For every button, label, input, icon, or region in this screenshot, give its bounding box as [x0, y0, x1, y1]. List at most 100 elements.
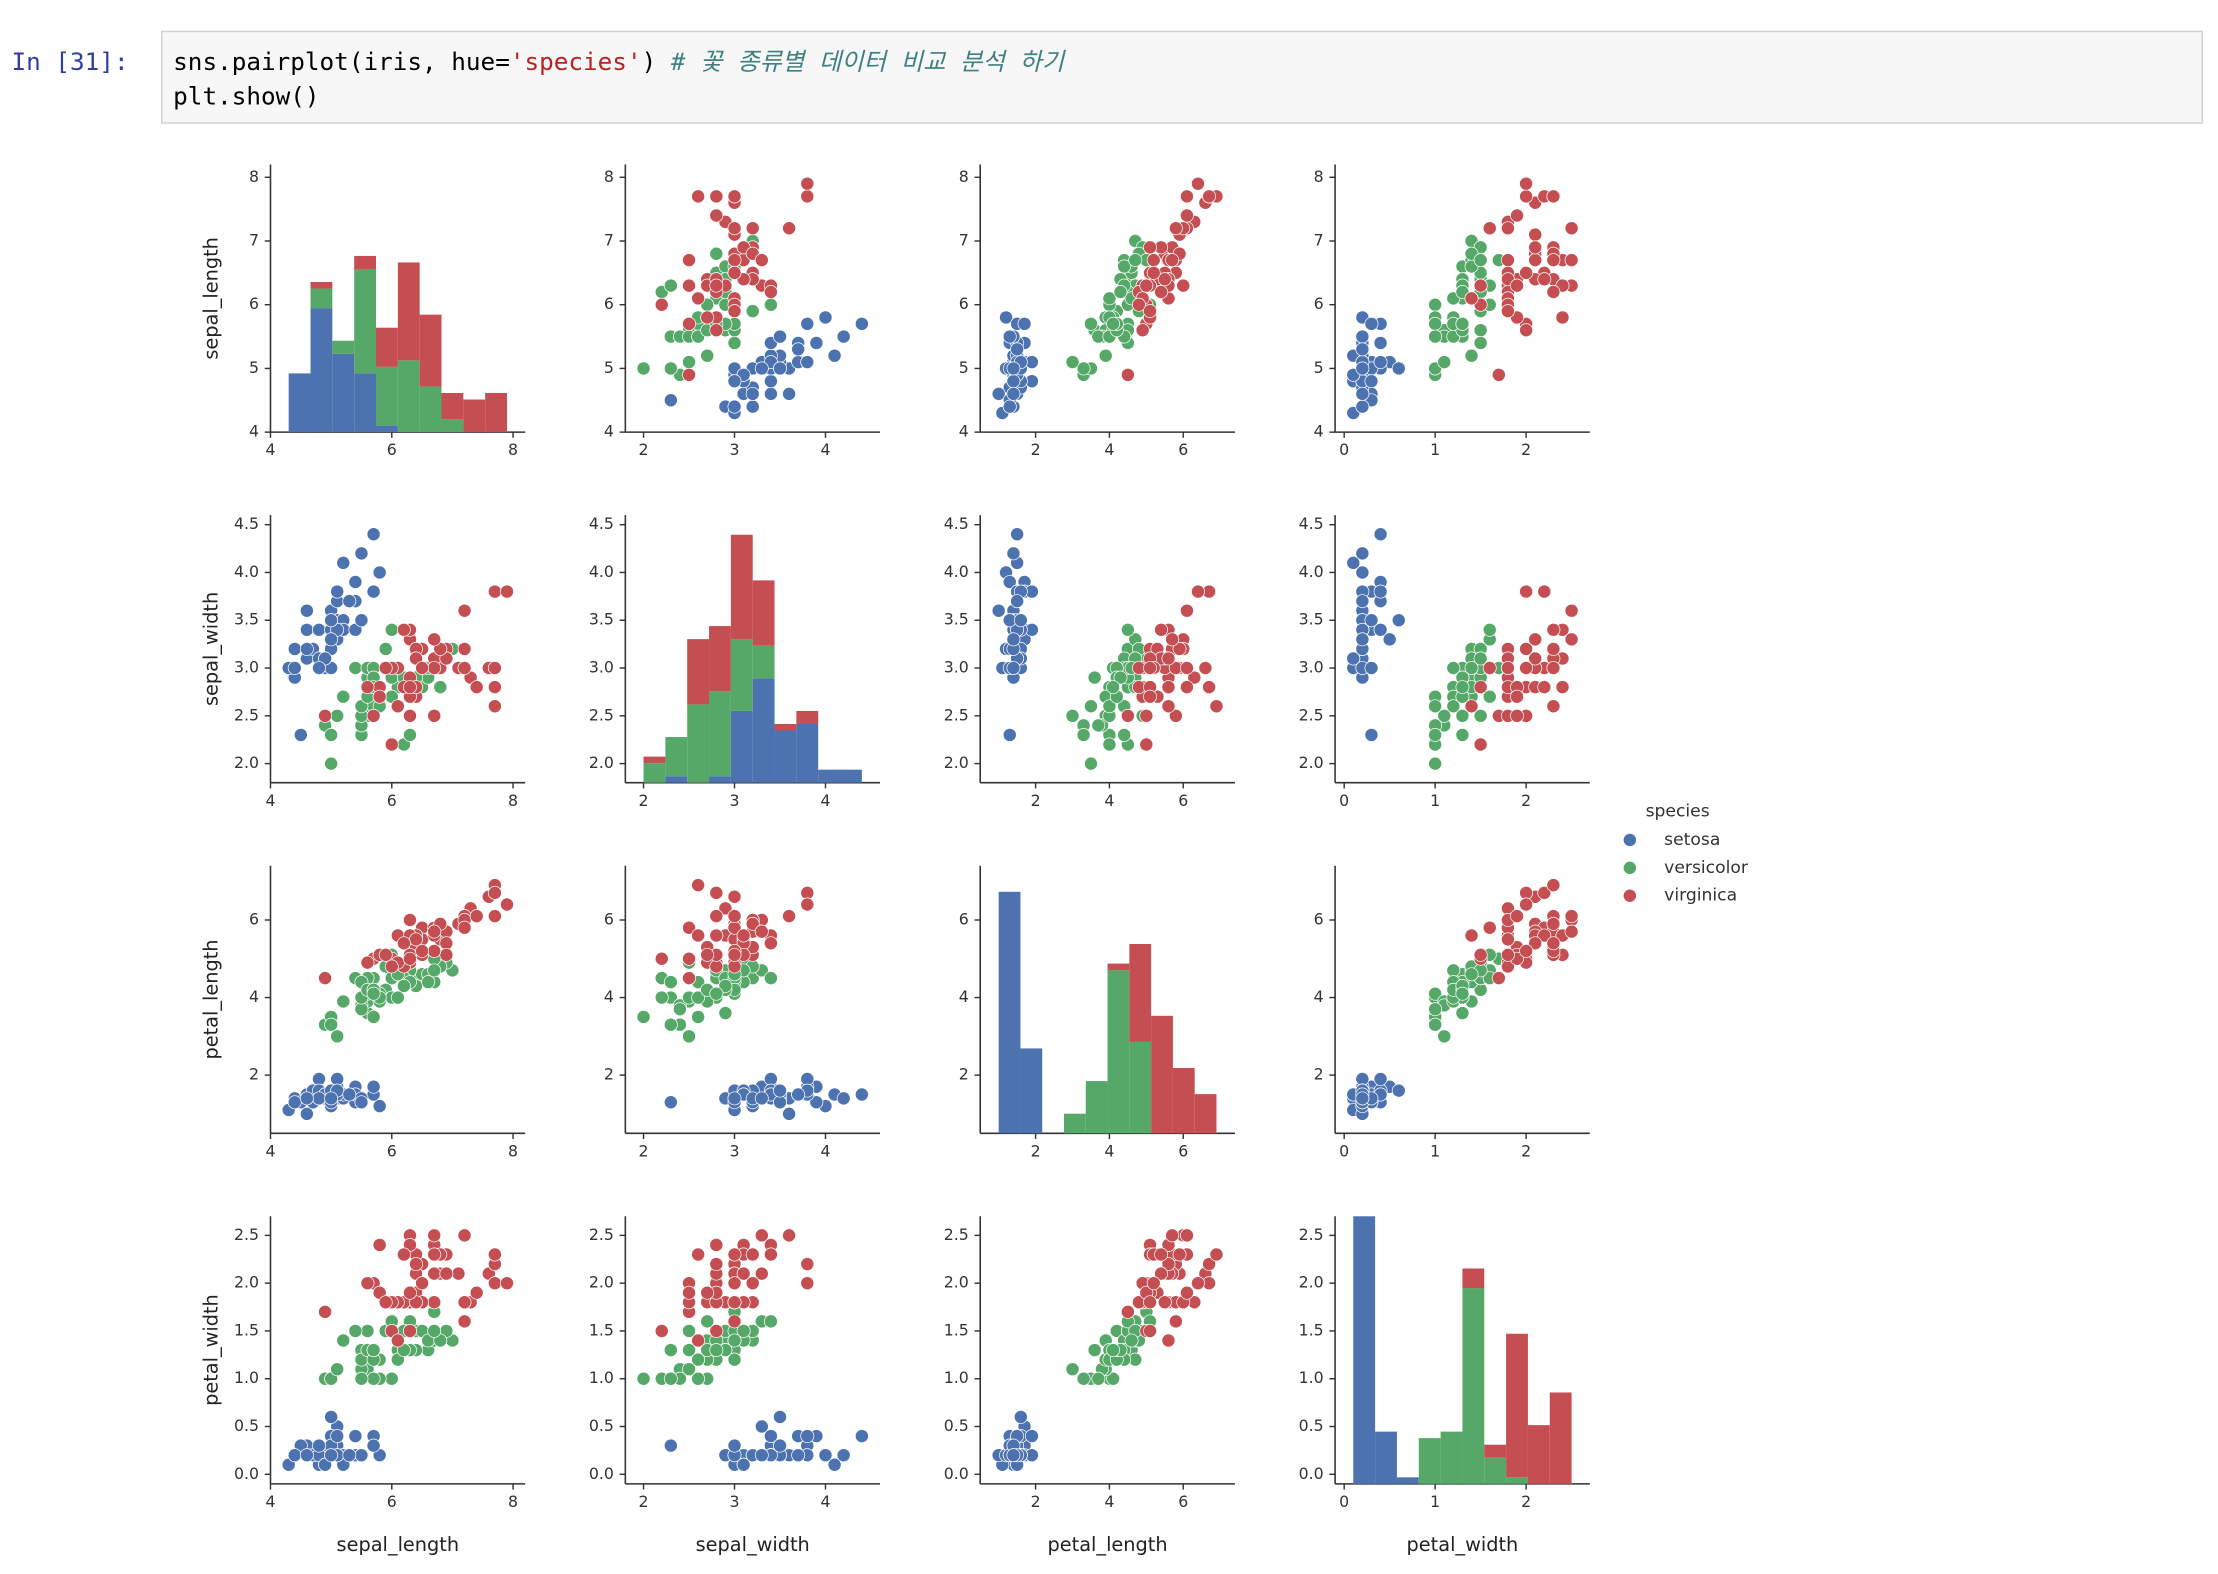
scatter-point	[709, 189, 724, 204]
scatter-point	[409, 932, 423, 947]
scatter-point	[1519, 323, 1534, 338]
scatter-point	[1346, 651, 1361, 666]
scatter-point	[1482, 920, 1497, 935]
scatter-point	[727, 1276, 742, 1291]
scatter-point	[403, 1324, 417, 1338]
scatter-point	[763, 936, 778, 951]
scatter-point	[1165, 1228, 1180, 1243]
scatter-point	[718, 901, 733, 916]
scatter-point	[1076, 361, 1091, 376]
histogram-bar	[1375, 1431, 1397, 1484]
scatter-point	[663, 1017, 678, 1032]
scatter-point	[1455, 1006, 1470, 1021]
scatter-point	[348, 575, 363, 589]
scatter-point	[1024, 1429, 1039, 1444]
scatter-point	[1473, 708, 1488, 723]
y-tick-label: 3.5	[589, 610, 614, 629]
y-tick-label: 2.5	[589, 705, 614, 724]
scatter-point	[1157, 1295, 1172, 1310]
y-tick-label: 4.5	[589, 514, 614, 533]
histogram-bar	[1064, 1113, 1086, 1134]
histogram-bar	[354, 268, 377, 374]
scatter-point	[1564, 221, 1579, 236]
scatter-point	[1191, 176, 1205, 191]
y-tick-label: 1.0	[1299, 1368, 1324, 1387]
scatter-point	[727, 1314, 742, 1329]
scatter-point	[439, 936, 454, 951]
scatter-point	[366, 584, 381, 599]
scatter-point	[396, 978, 411, 993]
scatter-point	[324, 1448, 339, 1463]
scatter-point	[487, 885, 502, 900]
scatter-point	[636, 1371, 651, 1386]
histogram-bar	[730, 534, 753, 640]
scatter-point	[709, 1324, 724, 1338]
scatter-point	[763, 1314, 778, 1329]
scatter-point	[672, 1002, 687, 1017]
scatter-point	[1065, 708, 1080, 723]
scatter-point	[763, 386, 778, 401]
scatter-point	[299, 603, 314, 618]
scatter-point	[1546, 285, 1561, 299]
histogram-bar	[376, 327, 398, 367]
y-tick-label: 4	[604, 422, 614, 441]
y-tick-label: 5	[1314, 358, 1324, 377]
scatter-point	[727, 1247, 742, 1262]
scatter-point	[727, 1091, 742, 1106]
scatter-point	[1555, 310, 1570, 325]
scatter-point	[691, 1371, 706, 1386]
scatter-point	[354, 1371, 369, 1386]
scatter-point	[1482, 221, 1497, 236]
scatter-point	[1510, 909, 1524, 924]
scatter-point	[1010, 594, 1025, 609]
scatter-point	[1120, 367, 1135, 382]
scatter-point	[1017, 316, 1032, 331]
histogram-bar	[665, 776, 688, 783]
scatter-point	[1428, 316, 1443, 331]
scatter-point	[1168, 221, 1183, 236]
scatter-point	[1143, 689, 1157, 704]
histogram-bar	[1462, 1288, 1485, 1484]
scatter-point	[1191, 1276, 1205, 1291]
x-tick-label: 0	[1339, 1141, 1349, 1160]
scatter-point	[1437, 355, 1452, 369]
scatter-point	[403, 951, 417, 966]
scatter-point	[1209, 1247, 1224, 1262]
code-input-box[interactable]	[161, 30, 2203, 124]
scatter-point	[487, 699, 502, 714]
y-tick-label: 0.5	[234, 1416, 259, 1435]
scatter-point	[348, 1429, 363, 1444]
scatter-point	[439, 1266, 454, 1281]
scatter-point	[800, 1276, 815, 1291]
scatter-point	[809, 1095, 824, 1110]
code-token: sns.pairplot(iris, hue=	[173, 47, 510, 76]
scatter-point	[342, 1448, 357, 1463]
scatter-point	[1519, 641, 1534, 656]
scatter-point	[384, 959, 399, 974]
histogram-bar	[332, 353, 355, 433]
scatter-point	[1564, 253, 1579, 268]
x-tick-label: 8	[508, 791, 518, 810]
y-tick-label: 5	[249, 358, 259, 377]
scatter-point	[727, 189, 742, 204]
scatter-point	[727, 304, 742, 319]
scatter-point	[403, 708, 417, 723]
scatter-point	[691, 189, 706, 204]
scatter-point	[1446, 963, 1461, 978]
scatter-point	[1087, 1343, 1102, 1358]
scatter-point	[745, 386, 760, 401]
x-tick-label: 1	[1430, 791, 1440, 810]
scatter-point	[1355, 632, 1370, 647]
scatter-point	[1464, 928, 1479, 943]
scatter-point	[1143, 661, 1157, 675]
scatter-point	[360, 955, 375, 970]
scatter-point	[1564, 632, 1579, 647]
scatter-point	[330, 1029, 345, 1044]
histogram-bar	[643, 763, 666, 783]
scatter-point	[1510, 708, 1524, 723]
scatter-point	[727, 336, 742, 350]
histogram-bar	[687, 704, 710, 783]
scatter-point	[1346, 555, 1361, 570]
scatter-point	[1528, 936, 1543, 951]
y-tick-label: 2.5	[234, 705, 259, 724]
